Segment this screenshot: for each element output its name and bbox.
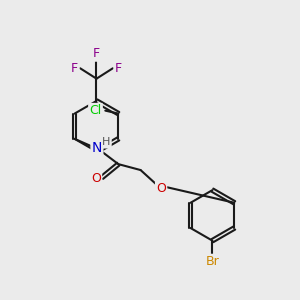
Text: F: F (115, 62, 122, 75)
Text: H: H (102, 137, 111, 147)
Text: O: O (156, 182, 166, 195)
Text: F: F (93, 47, 100, 61)
Text: F: F (71, 62, 78, 75)
Text: Br: Br (206, 255, 219, 268)
Text: Cl: Cl (89, 104, 102, 117)
Text: O: O (91, 172, 101, 185)
Text: N: N (92, 141, 102, 155)
